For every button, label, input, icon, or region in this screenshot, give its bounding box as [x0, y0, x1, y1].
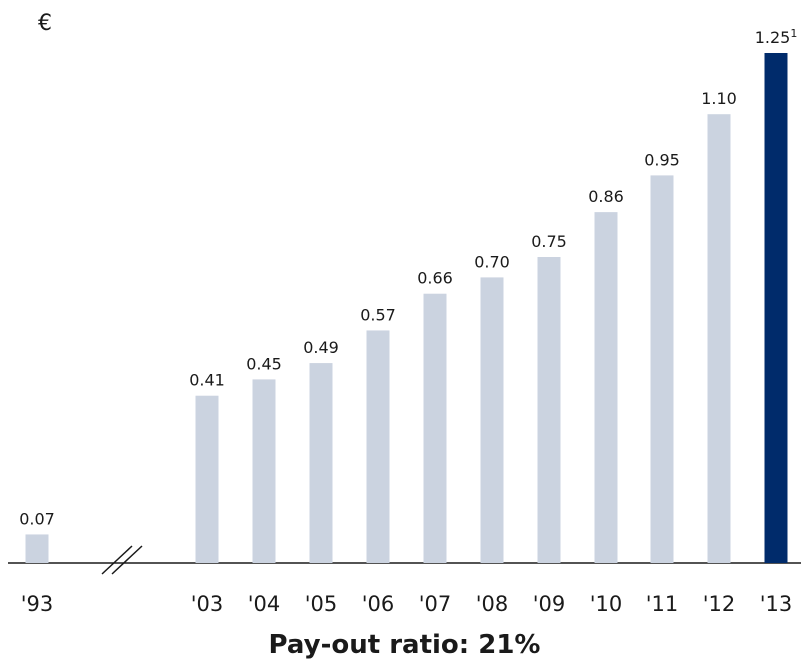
bar-03: [195, 395, 219, 563]
x-tick-label-09: '09: [533, 592, 566, 616]
footnote-marker: 1: [790, 27, 797, 40]
bar-06: [366, 330, 390, 563]
bar-08: [480, 277, 504, 563]
x-tick-label-08: '08: [476, 592, 509, 616]
value-label-08: 0.70: [474, 252, 510, 271]
value-label-93: 0.07: [19, 509, 55, 528]
bar-93: [25, 534, 49, 563]
x-tick-label-04: '04: [248, 592, 281, 616]
axis-break-mark: [101, 545, 143, 575]
bar-12: [707, 114, 731, 563]
value-label-13: 1.251: [755, 27, 798, 47]
bar-13: [764, 53, 788, 563]
unit-label: €: [38, 11, 52, 36]
x-tick-label-06: '06: [362, 592, 395, 616]
bar-05: [309, 363, 333, 563]
x-tick-label-10: '10: [590, 592, 623, 616]
x-tick-label-93: '93: [21, 592, 54, 616]
value-label-11: 0.95: [644, 150, 680, 169]
value-label-06: 0.57: [360, 305, 396, 324]
bar-04: [252, 379, 276, 563]
value-label-09: 0.75: [531, 232, 567, 251]
x-tick-label-12: '12: [703, 592, 736, 616]
value-label-10: 0.86: [588, 187, 624, 206]
bar-09: [537, 257, 561, 563]
value-label-12: 1.10: [701, 89, 737, 108]
x-tick-label-05: '05: [305, 592, 338, 616]
x-tick-label-13: '13: [760, 592, 793, 616]
bar-11: [650, 175, 674, 563]
bar-07: [423, 293, 447, 563]
x-tick-label-11: '11: [646, 592, 679, 616]
value-label-04: 0.45: [246, 354, 282, 373]
value-label-07: 0.66: [417, 269, 453, 288]
x-tick-label-03: '03: [191, 592, 224, 616]
value-label-05: 0.49: [303, 338, 339, 357]
x-tick-label-07: '07: [419, 592, 452, 616]
value-label-03: 0.41: [189, 371, 225, 390]
bar-10: [594, 212, 618, 563]
payout-ratio-note: Pay-out ratio: 21%: [268, 630, 541, 660]
